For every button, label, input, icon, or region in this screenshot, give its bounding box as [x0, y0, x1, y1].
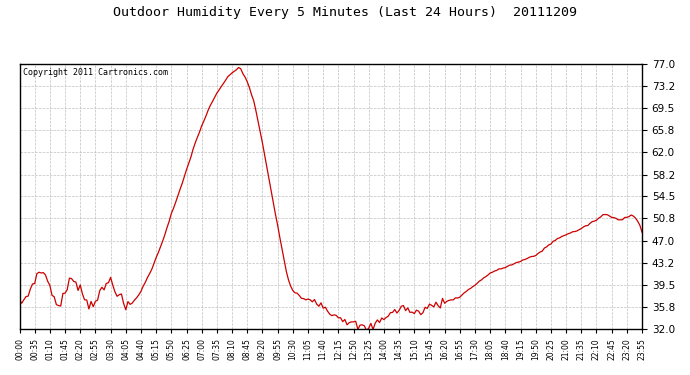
Text: Outdoor Humidity Every 5 Minutes (Last 24 Hours)  20111209: Outdoor Humidity Every 5 Minutes (Last 2… [113, 6, 577, 19]
Text: Copyright 2011 Cartronics.com: Copyright 2011 Cartronics.com [23, 68, 168, 77]
